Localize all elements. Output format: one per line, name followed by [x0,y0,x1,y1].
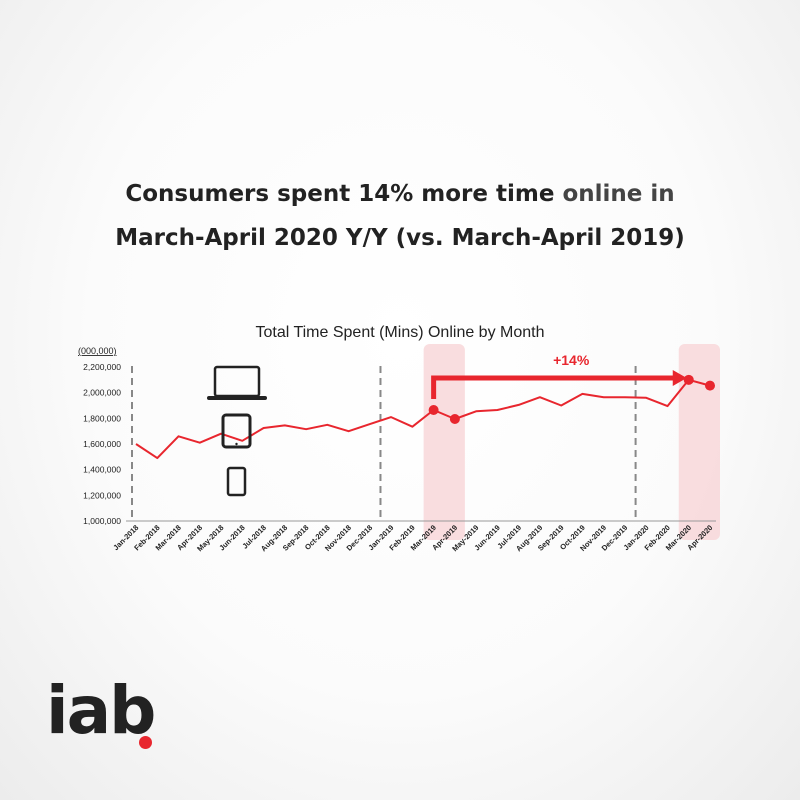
phone-icon [226,466,247,497]
data-point-mar-2019 [428,404,439,415]
data-point-apr-2020 [705,380,715,391]
y-tick-label: 1,400,000 [83,465,121,475]
y-tick-label: 2,200,000 [83,362,121,372]
series-line [135,378,711,460]
annotation-label: +14% [553,352,590,368]
tablet-icon [221,413,252,449]
annotation-arrow-line [431,375,675,399]
headline-line-1-part-2: online in [562,181,675,207]
y-tick-label: 1,000,000 [83,516,121,526]
laptop-base [207,396,267,400]
laptop-icon [213,365,261,398]
highlight-band-2 [678,344,720,540]
headline-line-1-part-1: Consumers spent 14% more time [125,181,563,207]
data-point-mar-2020 [683,374,694,385]
data-point-apr-2019 [449,413,460,424]
y-tick-label: 1,200,000 [83,490,121,500]
highlight-band-1 [423,344,465,540]
y-tick-label: 1,800,000 [83,413,121,423]
headline-line-1: Consumers spent 14% more time online in [0,172,800,216]
headline-line-2: March-April 2020 Y/Y (vs. March-April 20… [115,225,685,251]
tablet-button [235,442,238,446]
iab-logo: iab [46,672,156,749]
annotation-arrowhead [672,370,687,386]
y-tick-label: 1,600,000 [83,439,121,449]
headline: Consumers spent 14% more time online in … [0,172,800,260]
chart-title: Total Time Spent (Mins) Online by Month [255,324,545,341]
y-unit-label: (000,000) [78,346,117,356]
y-tick-label: 2,000,000 [83,388,121,398]
logo-dot [139,736,152,749]
